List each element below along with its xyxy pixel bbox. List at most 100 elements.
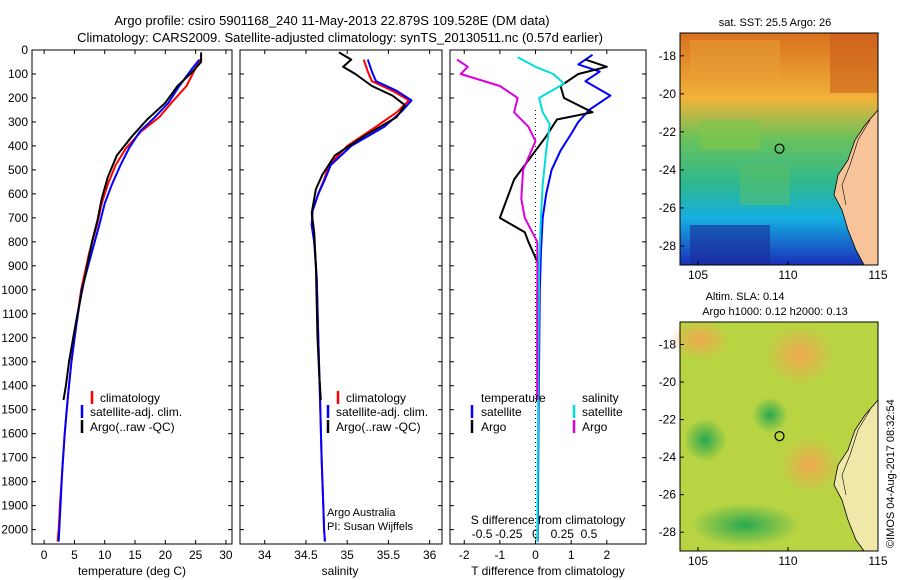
lat-tick-label: -24 bbox=[659, 163, 677, 177]
sst-lon-ticks: 105 110 115 bbox=[688, 261, 888, 282]
difference-axes-box bbox=[449, 49, 647, 545]
legend-satellite: satellite-adj. clim. bbox=[336, 405, 428, 419]
sst-map-panel: sat. SST: 25.5 Argo: 26 -18-20-22-24-26-… bbox=[659, 17, 888, 282]
sst-patch bbox=[700, 120, 760, 150]
salinity-legend: climatology satellite-adj. clim. Argo(..… bbox=[326, 391, 428, 434]
lon-tick-label: 105 bbox=[688, 554, 708, 568]
s-tick-label: 0.5 bbox=[581, 527, 598, 541]
sla-map-title-2: Argo h1000: 0.12 h2000: 0.13 bbox=[702, 306, 848, 318]
depth-tick-label: 1900 bbox=[1, 499, 28, 513]
depth-tick-label: 0 bbox=[21, 43, 28, 57]
legend-argo: Argo(..raw -QC) bbox=[336, 420, 421, 434]
legend-sal-satellite: satellite bbox=[582, 405, 623, 419]
s-tick-label: 0.25 bbox=[551, 527, 575, 541]
x-tick-label: -2 bbox=[459, 548, 470, 562]
difference-lines bbox=[456, 53, 612, 544]
depth-tick-label: 1300 bbox=[1, 355, 28, 369]
x-tick-label: 34.5 bbox=[294, 548, 318, 562]
x-tick-label: -1 bbox=[495, 548, 506, 562]
depth-tick-label: 1700 bbox=[1, 451, 28, 465]
lat-tick-label: -28 bbox=[659, 239, 677, 253]
lat-tick-label: -20 bbox=[659, 87, 677, 101]
difference-depth-ticks bbox=[450, 49, 646, 531]
salinity-diff-x-ticks: -0.5-0.2500.250.5 bbox=[472, 527, 598, 541]
sst-patch bbox=[740, 165, 790, 205]
x-tick-label: 20 bbox=[159, 548, 173, 562]
sla-map-title-1: Altim. SLA: 0.14 bbox=[706, 291, 785, 303]
x-tick-label: 2 bbox=[603, 548, 610, 562]
sst-map-title: sat. SST: 25.5 Argo: 26 bbox=[719, 17, 832, 29]
lat-tick-label: -20 bbox=[659, 375, 677, 389]
s-tick-label: -0.25 bbox=[495, 527, 523, 541]
depth-tick-label: 700 bbox=[8, 211, 28, 225]
imos-stamp: ©IMOS 04-Aug-2017 08:32:54 bbox=[885, 399, 897, 548]
sla-blob-high bbox=[670, 320, 730, 360]
temperature-legend: climatology satellite-adj. clim. Argo(..… bbox=[80, 391, 182, 434]
depth-tick-label: 100 bbox=[8, 67, 28, 81]
depth-tick-label: 1400 bbox=[1, 379, 28, 393]
lat-tick-label: -26 bbox=[659, 488, 677, 502]
lon-tick-label: 115 bbox=[868, 554, 887, 568]
legend-temp-satellite: satellite bbox=[481, 405, 522, 419]
sla-blob-low bbox=[752, 397, 788, 433]
lat-tick-label: -24 bbox=[659, 450, 677, 464]
annotation-argo-australia: Argo Australia bbox=[327, 507, 396, 519]
series-line-temperature-argo bbox=[498, 58, 608, 401]
series-line-argo-raw-qc- bbox=[310, 51, 406, 401]
legend-argo: Argo(..raw -QC) bbox=[90, 420, 175, 434]
temperature-lines bbox=[56, 52, 203, 542]
lat-tick-label: -22 bbox=[659, 125, 677, 139]
series-line-satellite-adj-clim- bbox=[310, 59, 413, 542]
depth-tick-label: 1100 bbox=[2, 307, 28, 321]
s-tick-label: -0.5 bbox=[472, 527, 493, 541]
legend-salinity-title: salinity bbox=[582, 391, 619, 405]
depth-tick-label: 600 bbox=[8, 187, 28, 201]
depth-tick-label: 900 bbox=[8, 259, 28, 273]
sla-lat-ticks: -18 -20 -22 -24 -26 -28 bbox=[659, 338, 684, 539]
x-tick-label: 0 bbox=[532, 548, 539, 562]
lat-tick-label: -18 bbox=[659, 338, 677, 352]
lon-tick-label: 105 bbox=[688, 268, 708, 282]
x-tick-label: 36 bbox=[423, 548, 437, 562]
s-diff-label: S difference from climatology bbox=[471, 513, 626, 527]
series-line-salinity-argo bbox=[456, 58, 539, 401]
sst-patch bbox=[690, 40, 780, 75]
salinity-x-ticks: 34 34.5 35 35.5 36 bbox=[258, 50, 437, 562]
salinity-depth-ticks bbox=[240, 49, 442, 531]
sst-isobath bbox=[841, 119, 871, 206]
sst-lat-ticks: -18 -20 -22 -24 -26 -28 bbox=[659, 49, 684, 253]
lon-tick-label: 110 bbox=[778, 268, 797, 282]
depth-tick-label: 1600 bbox=[1, 427, 28, 441]
lat-tick-label: -26 bbox=[659, 201, 677, 215]
sla-blob-low bbox=[690, 503, 800, 547]
temperature-xlabel: temperature (deg C) bbox=[78, 564, 186, 578]
x-tick-label: 34 bbox=[258, 548, 272, 562]
series-line-satellite-adj-clim- bbox=[57, 58, 201, 542]
x-tick-label: 1 bbox=[568, 548, 575, 562]
depth-tick-label: 200 bbox=[8, 91, 28, 105]
depth-tick-label: 2000 bbox=[1, 523, 28, 537]
sla-map-frame bbox=[679, 321, 879, 552]
annotation-pi: PI: Susan Wijffels bbox=[327, 521, 413, 533]
x-tick-label: 10 bbox=[98, 548, 112, 562]
depth-ticks: 0 100 200 300 400 500 600 700 800 900 1000 1100 1200… bbox=[1, 43, 232, 537]
sst-patch bbox=[690, 225, 770, 265]
depth-tick-label: 1800 bbox=[1, 475, 28, 489]
salinity-lines bbox=[310, 51, 413, 542]
temperature-x-ticks: 0 5 10 15 20 25 30 bbox=[41, 50, 233, 562]
salinity-panel: 34 34.5 35 35.5 36 climatology satellite-adj… bbox=[239, 49, 443, 578]
x-tick-label: 35.5 bbox=[377, 548, 401, 562]
depth-tick-label: 500 bbox=[8, 163, 28, 177]
sla-blob-high bbox=[780, 437, 840, 493]
sla-isobath bbox=[841, 409, 871, 496]
t-diff-xlabel: T difference from climatology bbox=[471, 564, 625, 578]
salinity-xlabel: salinity bbox=[322, 564, 359, 578]
depth-tick-label: 400 bbox=[8, 139, 28, 153]
x-tick-label: 0 bbox=[41, 548, 48, 562]
legend-sal-argo: Argo bbox=[582, 420, 608, 434]
depth-tick-label: 800 bbox=[8, 235, 28, 249]
sla-blob-low bbox=[683, 418, 727, 462]
header-line-1: Argo profile: csiro 5901168_240 11-May-2… bbox=[114, 13, 549, 28]
lon-tick-label: 110 bbox=[778, 554, 797, 568]
